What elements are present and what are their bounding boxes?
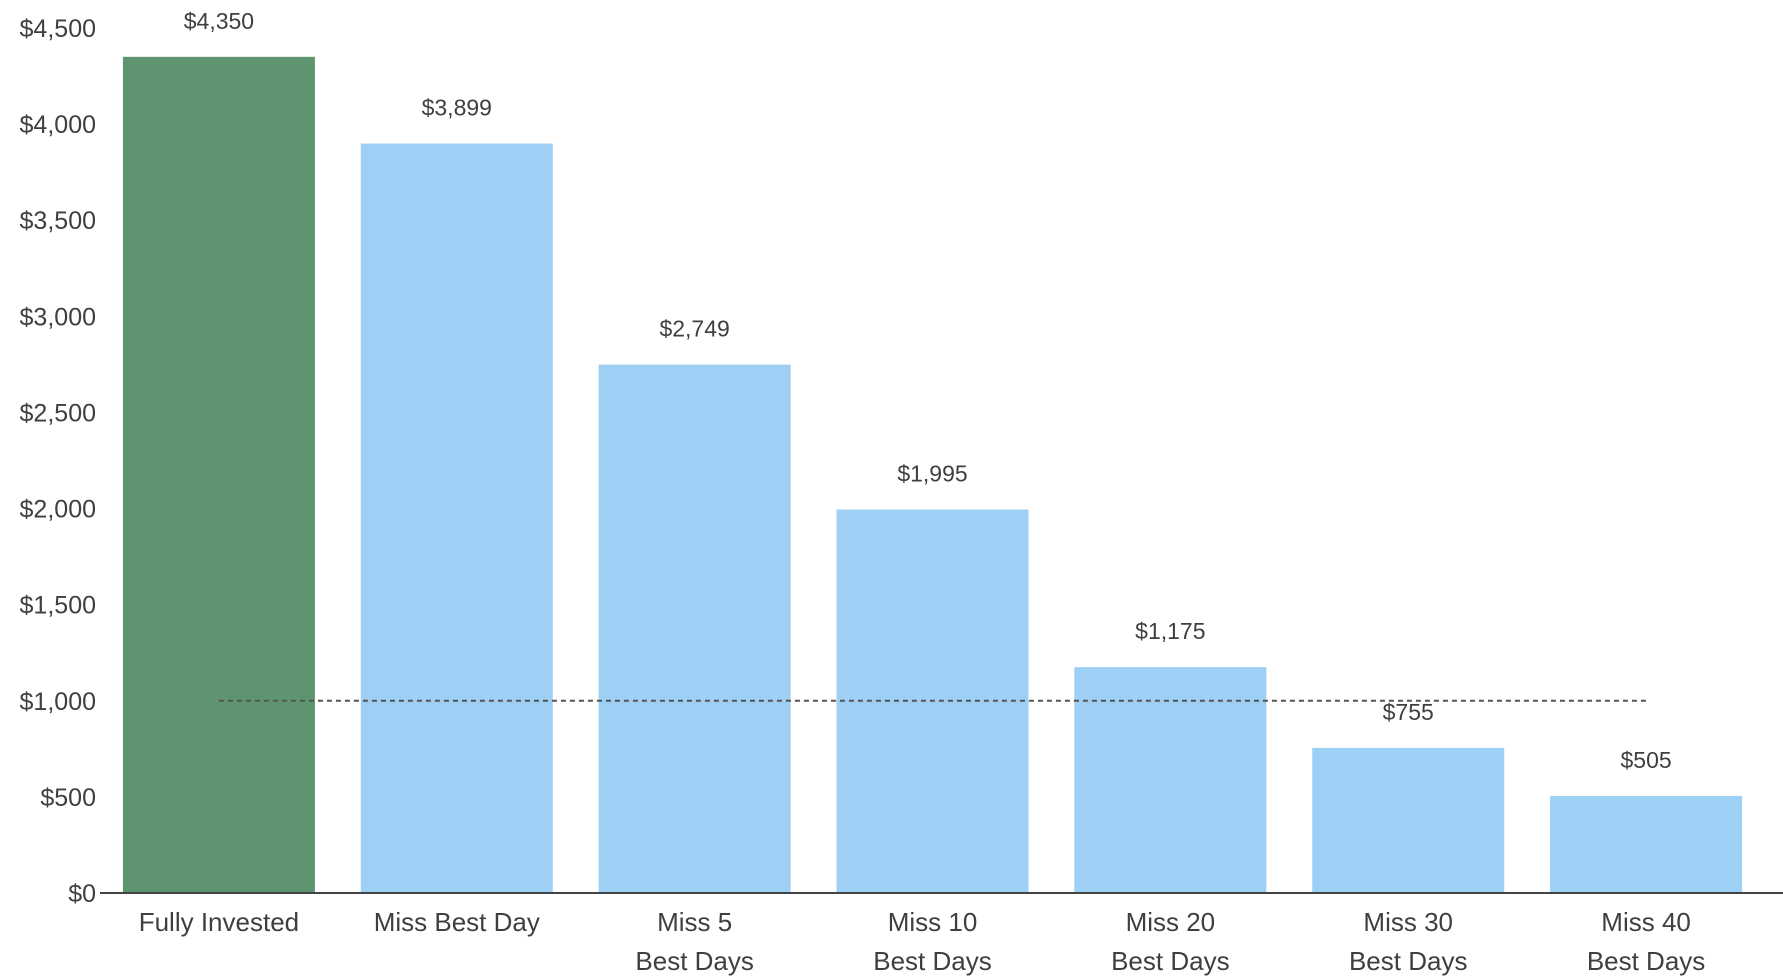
y-tick-label: $1,000 [20,688,96,716]
bar [1074,667,1267,893]
category-label: Miss 20 Best Days [1111,907,1230,976]
y-tick-label: $3,500 [20,207,96,235]
y-tick-label: $2,000 [20,496,96,524]
bar [1312,747,1505,893]
bars [122,56,1743,894]
y-axis-ticks: $0 $500 $1,000 $1,500 $2,000 $2,500 $3,000 $3,5… [20,15,96,908]
value-label: $2,749 [659,316,729,342]
category-labels: Fully Invested Miss Best Day Miss 5 Best Da… [139,907,1706,976]
value-label: $505 [1620,747,1671,773]
y-tick-label: $500 [40,784,96,812]
value-label: $1,175 [1135,618,1205,644]
y-tick-label: $0 [68,880,96,908]
category-label: Miss 5 Best Days [635,907,754,976]
value-label: $4,350 [184,8,254,34]
value-labels: $4,350 $3,899 $2,749 $1,995 $1,175 $755 $505 [184,8,1672,773]
value-label: $3,899 [422,95,492,121]
value-label: $755 [1383,699,1434,725]
y-tick-label: $3,000 [20,303,96,331]
y-tick-label: $4,500 [20,15,96,43]
category-label: Miss 10 Best Days [873,907,992,976]
y-tick-label: $4,000 [20,111,96,139]
value-label: $1,995 [897,461,967,487]
category-label: Miss 40 Best Days [1587,907,1706,976]
category-label: Miss Best Day [374,907,540,937]
bar [122,56,315,894]
category-label: Miss 30 Best Days [1349,907,1468,976]
y-tick-label: $2,500 [20,399,96,427]
bar [360,143,553,893]
category-label: Fully Invested [139,907,299,937]
bar [598,364,791,893]
y-tick-label: $1,500 [20,592,96,620]
bar [1550,795,1743,893]
